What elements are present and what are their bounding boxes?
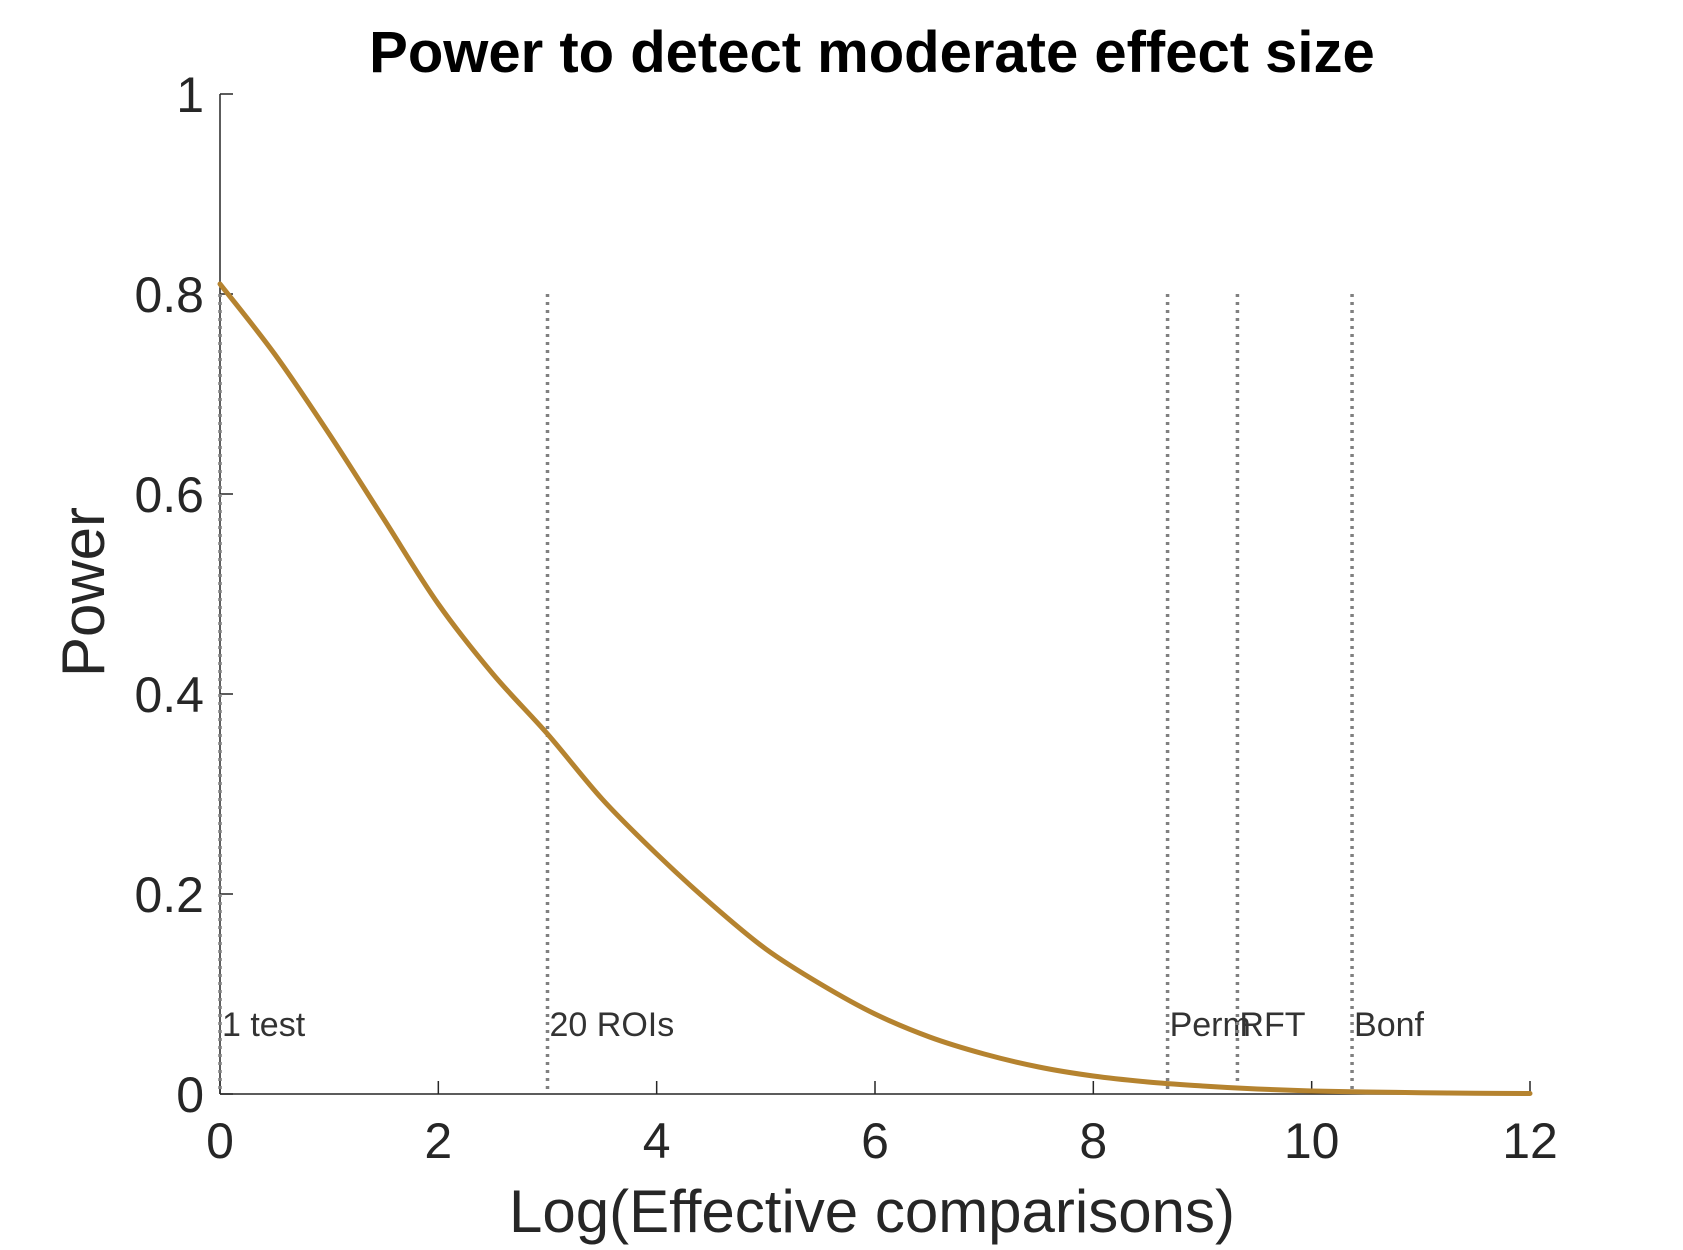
y-tick-label: 0.2: [134, 867, 204, 923]
x-tick-label: 2: [424, 1113, 452, 1169]
y-tick-label: 0.8: [134, 267, 204, 323]
y-tick-label: 0.6: [134, 467, 204, 523]
reference-line-label: RFT: [1239, 1006, 1305, 1044]
x-tick-label: 10: [1284, 1113, 1340, 1169]
power-curve: [217, 281, 1533, 1096]
y-tick-label: 0.4: [134, 667, 204, 723]
x-tick-label: 6: [861, 1113, 889, 1169]
reference-line-label: 20 ROIs: [550, 1006, 675, 1044]
x-tick-label: 8: [1079, 1113, 1107, 1169]
x-tick-label: 0: [206, 1113, 234, 1169]
y-tick-label: 1: [176, 67, 204, 123]
x-axis-label: Log(Effective comparisons): [509, 1178, 1235, 1245]
x-tick-label: 12: [1502, 1113, 1558, 1169]
reference-line-label: Bonf: [1354, 1006, 1424, 1044]
reference-line-label: 1 test: [222, 1006, 306, 1044]
x-tick-label: 4: [643, 1113, 671, 1169]
chart-title: Power to detect moderate effect size: [369, 20, 1375, 85]
y-axis-label: Power: [50, 507, 117, 677]
y-tick-label: 0: [176, 1067, 204, 1123]
